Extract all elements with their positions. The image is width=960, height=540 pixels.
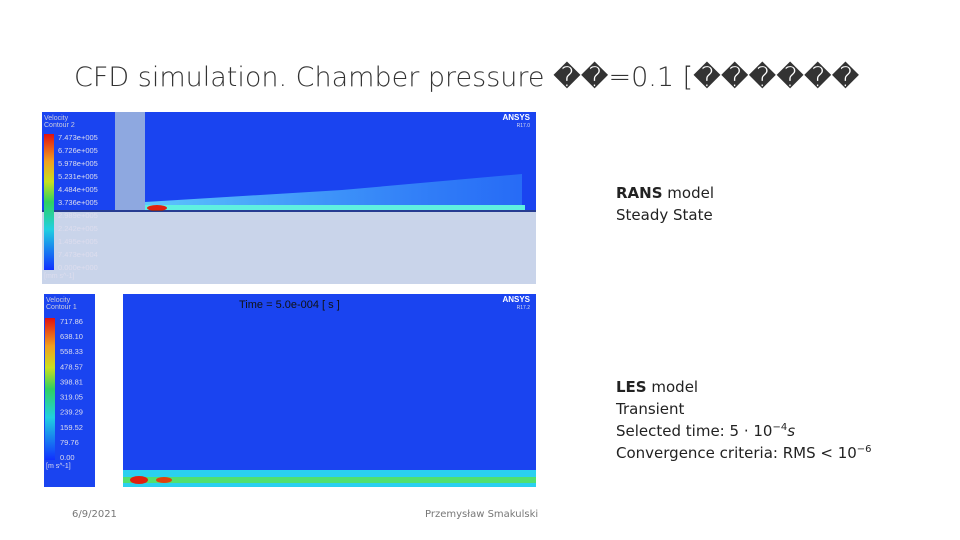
legend-value: 558.33	[60, 347, 83, 356]
legend-value: 0.00	[60, 453, 75, 462]
legend-value: 7.473e+005	[58, 133, 98, 142]
model-suffix: model	[662, 184, 715, 202]
sup: −4	[772, 422, 788, 433]
legend-value: 1.495e+005	[58, 237, 98, 246]
legend-unit: [m s^-1]	[46, 463, 71, 470]
les-line: Transient	[616, 400, 685, 418]
text: Convergence criteria: RMS < 10	[616, 444, 857, 462]
legend-title: Velocity	[44, 115, 69, 122]
model: LES	[616, 378, 647, 396]
legend-value: 638.10	[60, 332, 83, 341]
legend-value: 319.05	[60, 393, 83, 402]
footer-author: Przemysław Smakulski	[425, 509, 539, 520]
time-caption: Time = 5.0e-004 [ s ]	[239, 299, 340, 311]
legend-value: 717.86	[60, 317, 83, 326]
legend-value: 6.726e+005	[58, 146, 98, 155]
model-suffix: model	[646, 378, 699, 396]
tail: s	[787, 422, 796, 440]
version: R17.2	[517, 305, 531, 311]
legend-value: 0.000e+000	[58, 263, 98, 272]
legend-title: Contour 2	[44, 122, 75, 129]
legend-title: Contour 1	[46, 304, 77, 311]
text: Selected time: 5 · 10	[616, 422, 773, 440]
sup: −6	[856, 444, 872, 455]
legend-value: 2.989e+005	[58, 211, 98, 220]
version: R17.0	[517, 123, 531, 129]
legend-value: 239.29	[60, 408, 83, 417]
legend-value: 478.57	[60, 362, 83, 371]
legend-value: 398.81	[60, 377, 83, 386]
legend-value: 5.978e+005	[58, 159, 98, 168]
math-line: Convergence criteria: RMS < 10−6	[616, 444, 872, 462]
brand: ANSYS	[502, 295, 530, 304]
legend-unit: [mm s^-1]	[44, 273, 75, 280]
footer-date: 6/9/2021	[72, 509, 117, 520]
rans-label: RANS model	[616, 184, 714, 202]
legend-value: 7.473e+004	[58, 250, 98, 259]
legend-value: 79.76	[60, 438, 79, 447]
les-label: LES model	[616, 378, 698, 396]
legend-value: 5.231e+005	[58, 172, 98, 181]
legend-value: 3.736e+005	[58, 198, 98, 207]
legend-value: 159.52	[60, 423, 83, 432]
legend-value: 2.242e+005	[58, 224, 98, 233]
legend-title: Velocity	[46, 297, 71, 304]
model: RANS	[616, 184, 663, 202]
rans-line: Steady State	[616, 206, 713, 224]
brand: ANSYS	[502, 113, 530, 122]
legend-value: 4.484e+005	[58, 185, 98, 194]
math-line: Selected time: 5 · 10−4s	[616, 422, 795, 440]
title: CFD simulation. Chamber pressure ��=0.1 …	[74, 62, 860, 93]
